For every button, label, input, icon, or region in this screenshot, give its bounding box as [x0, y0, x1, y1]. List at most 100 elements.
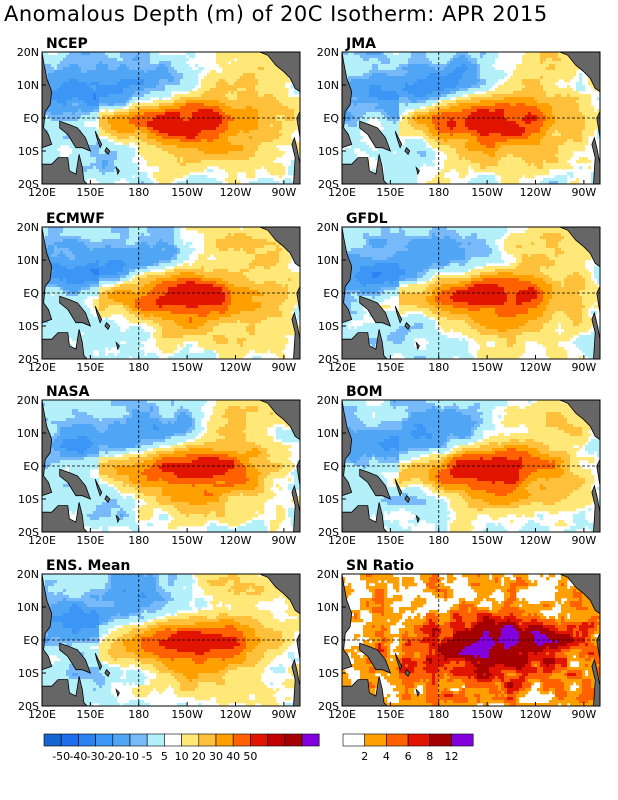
- x-tick-label: 90W: [271, 186, 296, 199]
- x-tick-label: 120E: [28, 708, 56, 721]
- y-tick-label: 10S: [318, 320, 339, 333]
- x-tick-label: 150W: [171, 361, 203, 374]
- colorbar-cell: [43, 733, 62, 747]
- colorbar-cell: [250, 733, 268, 747]
- x-tick-label: 150W: [171, 186, 203, 199]
- panel-title: BOM: [346, 384, 383, 400]
- land-mass: [394, 653, 403, 671]
- land-mass: [415, 341, 420, 351]
- x-tick-label: 120W: [520, 534, 552, 547]
- land-mass: [404, 669, 411, 677]
- colorbar-cell: [284, 733, 303, 747]
- land-mass: [342, 227, 353, 324]
- colorbar-cell: [60, 733, 79, 747]
- panel-title: ECMWF: [46, 211, 105, 227]
- y-tick-label: 20S: [18, 526, 39, 539]
- y-tick-label: 10S: [18, 320, 39, 333]
- x-tick-label: 150E: [376, 186, 404, 199]
- x-tick-label: 90W: [571, 186, 596, 199]
- colorbar-cell: [232, 733, 251, 747]
- colorbar-cell: [215, 733, 234, 747]
- land-mass: [591, 311, 600, 359]
- x-tick-label: 120W: [520, 708, 552, 721]
- panel-title: NASA: [46, 384, 90, 400]
- x-tick-label: 120E: [328, 186, 356, 199]
- colorbar-cell: [386, 733, 409, 747]
- x-tick-label: 120W: [220, 361, 252, 374]
- x-tick-label: 150W: [471, 186, 503, 199]
- colorbar-cell: [95, 733, 114, 747]
- panel-title: ENS. Mean: [46, 558, 130, 574]
- x-tick-label: 180: [428, 708, 449, 721]
- land-mass: [104, 322, 111, 330]
- land-mass: [342, 329, 388, 359]
- y-tick-label: 20S: [18, 353, 39, 366]
- chart-title: Anomalous Depth (m) of 20C Isotherm: APR…: [4, 2, 548, 26]
- colorbar-cell: [267, 733, 286, 747]
- x-tick-label: 150W: [471, 708, 503, 721]
- colorbar-label: -30: [87, 750, 105, 763]
- panel-title: GFDL: [346, 211, 388, 227]
- x-tick-label: 180: [128, 534, 149, 547]
- y-tick-label: EQ: [323, 634, 339, 647]
- colorbar-cell: [407, 733, 431, 747]
- colorbar-label: 2: [361, 750, 368, 763]
- land-mass: [359, 120, 392, 152]
- land-mass: [104, 669, 111, 677]
- land-mass: [404, 147, 411, 155]
- sn-colorbar: 2 4 6 8 12: [342, 733, 474, 763]
- x-tick-label: 120E: [328, 708, 356, 721]
- colorbar-cell: [146, 733, 165, 747]
- colorbar-cell: [451, 733, 474, 747]
- land-mass: [259, 574, 300, 615]
- y-tick-label: 20S: [18, 700, 39, 713]
- x-tick-label: 150E: [376, 361, 404, 374]
- land-mass: [591, 136, 600, 184]
- x-tick-label: 120E: [28, 361, 56, 374]
- land-mass: [115, 514, 120, 524]
- x-tick-label: 120E: [328, 361, 356, 374]
- land-mass: [415, 166, 420, 176]
- x-tick-label: 150E: [376, 708, 404, 721]
- y-tick-label: 20N: [17, 221, 39, 234]
- colorbar-label: 20: [192, 750, 206, 763]
- x-tick-label: 150E: [76, 361, 104, 374]
- colorbar-label: -40: [69, 750, 87, 763]
- land-mass: [342, 574, 353, 671]
- x-tick-label: 180: [128, 361, 149, 374]
- colorbar-label: 6: [405, 750, 412, 763]
- y-tick-label: EQ: [23, 112, 39, 125]
- land-mass: [342, 502, 388, 532]
- colorbar-label: 30: [209, 750, 223, 763]
- y-tick-label: 10S: [318, 667, 339, 680]
- x-tick-label: 180: [428, 186, 449, 199]
- y-tick-label: 20N: [317, 46, 339, 59]
- colorbar-label: 8: [426, 750, 433, 763]
- x-tick-label: 120W: [520, 361, 552, 374]
- colorbar-label: 5: [161, 750, 168, 763]
- x-tick-label: 120E: [28, 186, 56, 199]
- land-mass: [59, 295, 92, 327]
- land-mass: [115, 166, 120, 176]
- land-mass: [259, 227, 300, 268]
- x-tick-label: 150E: [76, 186, 104, 199]
- colorbar-cell: [78, 733, 96, 747]
- colorbar-cell: [364, 733, 387, 747]
- y-tick-label: 10N: [317, 79, 339, 92]
- land-mass: [342, 676, 388, 706]
- y-tick-label: 20N: [17, 394, 39, 407]
- land-mass: [342, 400, 353, 497]
- x-tick-label: 180: [128, 186, 149, 199]
- panel-title: JMA: [345, 36, 376, 52]
- land-mass: [559, 52, 600, 93]
- land-mass: [259, 400, 300, 441]
- x-tick-label: 150E: [76, 534, 104, 547]
- land-mass: [359, 295, 392, 327]
- land-mass: [291, 311, 300, 359]
- x-tick-label: 150W: [471, 534, 503, 547]
- colorbar-label: -10: [121, 750, 139, 763]
- x-tick-label: 120W: [520, 186, 552, 199]
- panel-title: SN Ratio: [346, 558, 414, 574]
